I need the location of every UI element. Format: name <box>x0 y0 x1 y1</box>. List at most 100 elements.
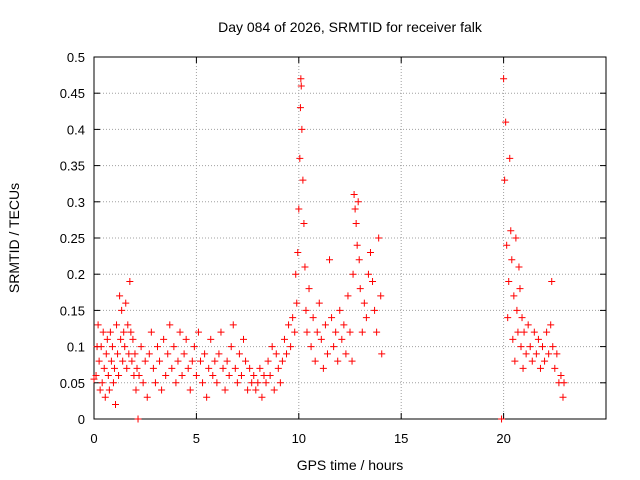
data-point <box>194 328 202 336</box>
data-point <box>560 379 568 387</box>
data-point <box>549 343 557 351</box>
data-point <box>528 357 536 365</box>
data-point <box>199 379 207 387</box>
data-point <box>98 379 106 387</box>
data-point <box>223 357 231 365</box>
data-point <box>128 357 136 365</box>
data-point <box>326 256 334 264</box>
data-point <box>141 357 149 365</box>
x-tick-label: 15 <box>394 431 408 446</box>
data-point <box>219 364 227 372</box>
data-point <box>364 270 372 278</box>
data-point <box>235 350 243 358</box>
data-point <box>378 350 386 358</box>
data-point <box>246 364 254 372</box>
data-point <box>514 328 522 336</box>
data-point <box>524 321 532 329</box>
data-point <box>192 372 200 380</box>
data-point <box>126 277 134 285</box>
data-point <box>321 321 329 329</box>
data-point <box>278 357 286 365</box>
data-point <box>110 364 118 372</box>
data-point <box>108 343 116 351</box>
data-point <box>285 321 293 329</box>
data-point <box>305 285 313 293</box>
x-tick-label: 0 <box>90 431 97 446</box>
data-point <box>170 343 178 351</box>
data-point <box>336 306 344 314</box>
data-point <box>520 328 528 336</box>
data-point <box>225 372 233 380</box>
data-point <box>121 343 129 351</box>
data-point <box>536 364 544 372</box>
data-point <box>205 364 213 372</box>
data-point <box>346 328 354 336</box>
data-point <box>262 379 270 387</box>
data-point <box>293 299 301 307</box>
data-point <box>114 350 122 358</box>
data-point <box>292 270 300 278</box>
data-point <box>296 104 304 112</box>
data-point <box>250 372 258 380</box>
data-point <box>264 357 272 365</box>
data-point <box>519 364 527 372</box>
data-point <box>559 393 567 401</box>
data-point <box>309 314 317 322</box>
data-point <box>244 386 252 394</box>
data-point <box>356 285 364 293</box>
data-point <box>503 241 511 249</box>
data-point <box>289 314 297 322</box>
data-point <box>139 379 147 387</box>
x-axis-label: GPS time / hours <box>297 457 404 473</box>
data-point <box>511 357 519 365</box>
data-point <box>362 314 370 322</box>
data-points <box>90 75 568 423</box>
data-point <box>500 75 508 83</box>
data-point <box>507 227 515 235</box>
data-point <box>237 372 245 380</box>
data-point <box>254 379 262 387</box>
data-point <box>258 393 266 401</box>
data-point <box>122 299 130 307</box>
data-point <box>553 350 561 358</box>
data-point <box>240 335 248 343</box>
data-point <box>217 328 225 336</box>
data-point <box>103 335 111 343</box>
data-point <box>124 321 132 329</box>
data-point <box>186 386 194 394</box>
data-point <box>352 220 360 228</box>
data-point <box>270 386 278 394</box>
data-point <box>274 364 282 372</box>
y-tick-label: 0.1 <box>67 340 85 355</box>
y-tick-label: 0.5 <box>67 50 85 65</box>
data-point <box>313 328 321 336</box>
data-point <box>557 372 565 380</box>
data-point <box>532 350 540 358</box>
data-point <box>353 241 361 249</box>
data-point <box>498 415 506 423</box>
data-point <box>113 321 121 329</box>
data-point <box>182 335 190 343</box>
data-point <box>351 205 359 213</box>
data-point <box>147 328 155 336</box>
data-point <box>505 277 513 285</box>
data-point <box>118 306 126 314</box>
data-point <box>332 328 340 336</box>
data-point <box>129 335 137 343</box>
data-point <box>242 357 250 365</box>
data-point <box>311 357 319 365</box>
data-point <box>360 299 368 307</box>
data-point <box>551 364 559 372</box>
data-point <box>375 234 383 242</box>
data-point <box>266 372 274 380</box>
data-point <box>276 379 284 387</box>
data-point <box>340 321 348 329</box>
data-point <box>112 401 120 409</box>
data-point <box>190 343 198 351</box>
data-point <box>123 364 131 372</box>
data-point <box>358 328 366 336</box>
data-point <box>338 335 346 343</box>
data-point <box>300 220 308 228</box>
data-point <box>508 256 516 264</box>
data-point <box>96 386 104 394</box>
